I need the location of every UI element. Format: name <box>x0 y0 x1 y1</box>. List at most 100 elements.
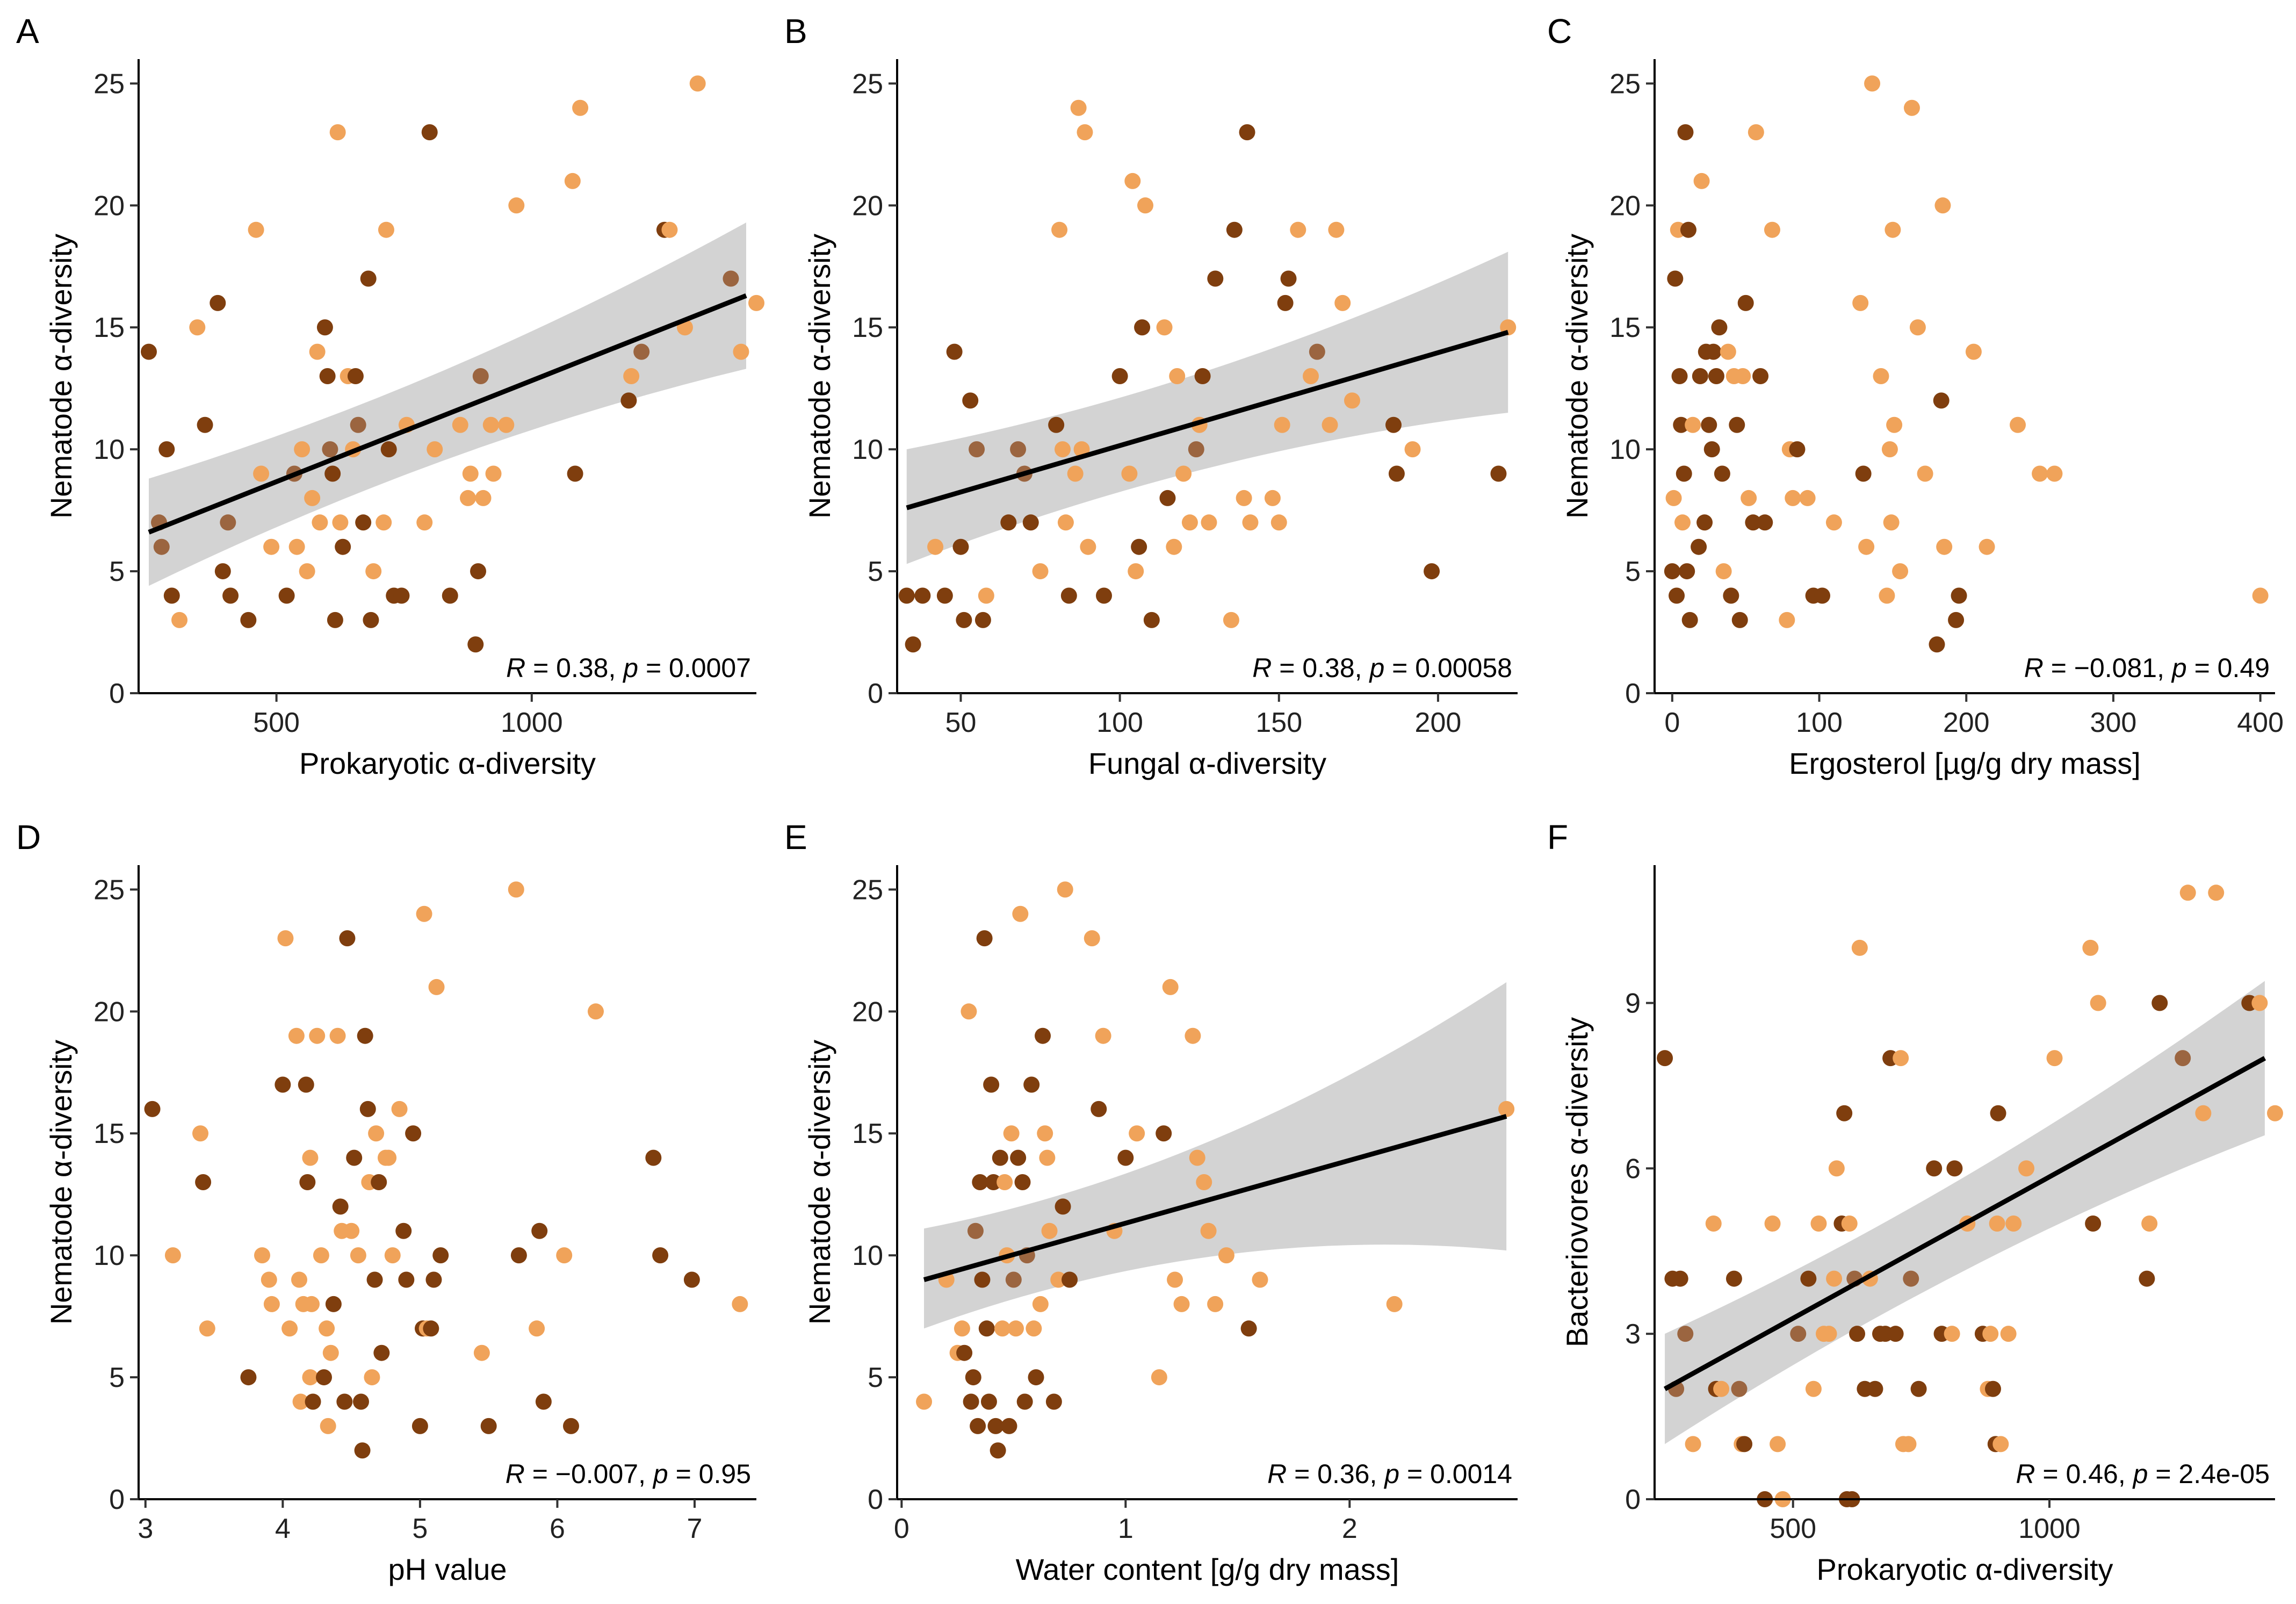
data-point <box>158 441 175 458</box>
data-point <box>298 1076 314 1093</box>
data-point <box>197 416 213 433</box>
fit-line <box>1663 1056 2266 1391</box>
data-point <box>1223 612 1239 628</box>
y-tick-label: 0 <box>1625 678 1641 709</box>
data-point <box>974 1271 991 1288</box>
data-point <box>956 1344 973 1361</box>
data-point <box>1023 1076 1040 1093</box>
data-point <box>278 587 295 604</box>
data-point <box>363 612 379 628</box>
data-point <box>1226 221 1243 238</box>
x-tick-label: 1000 <box>2018 1513 2081 1544</box>
panel-E: E 0 5 10 15 20 25 0 1 2 Water content [g/g dry mas… <box>784 818 1518 1586</box>
data-point <box>214 563 231 580</box>
data-point <box>1764 1215 1781 1232</box>
x-axis-title: Ergosterol [µg/g dry mass] <box>1789 746 2141 780</box>
data-point <box>2000 1326 2017 1342</box>
data-point <box>1725 1270 1742 1287</box>
data-point <box>1048 416 1065 433</box>
data-point <box>1057 514 1074 531</box>
data-point <box>1166 538 1182 555</box>
data-point <box>472 368 489 384</box>
y-tick-label: 10 <box>852 1240 883 1271</box>
correlation-annotation: R = 0.36, p = 0.0014 <box>1267 1459 1512 1489</box>
data-point <box>1200 1222 1217 1239</box>
data-point <box>1883 514 1900 531</box>
data-point <box>1290 221 1306 238</box>
data-point <box>563 1418 579 1434</box>
data-point <box>141 343 157 360</box>
data-point <box>1841 1215 1858 1232</box>
data-point <box>2018 1160 2035 1177</box>
y-tick-label: 20 <box>852 996 883 1027</box>
data-point <box>623 368 640 384</box>
data-point <box>962 392 979 409</box>
x-tick-label: 4 <box>275 1513 291 1544</box>
data-point <box>1039 1149 1056 1166</box>
data-point <box>1864 75 1881 92</box>
data-point <box>1173 1296 1190 1312</box>
data-point <box>1096 587 1112 604</box>
data-point <box>364 1369 380 1386</box>
data-point <box>195 1174 212 1190</box>
data-point <box>1745 514 1761 531</box>
y-tick-label: 5 <box>868 556 883 587</box>
data-point <box>2046 465 2063 482</box>
data-point <box>1881 441 1898 458</box>
data-point <box>1010 441 1027 458</box>
data-point <box>1990 1105 2006 1121</box>
data-point <box>732 1296 748 1312</box>
data-point <box>967 1222 984 1239</box>
x-tick-label: 200 <box>1415 707 1462 738</box>
data-point <box>423 1320 439 1337</box>
data-point <box>462 465 479 482</box>
data-point <box>1821 1326 1837 1342</box>
data-point <box>1322 416 1338 433</box>
y-tick-label: 3 <box>1625 1319 1641 1350</box>
data-point <box>1041 1222 1058 1239</box>
data-point <box>425 1271 442 1288</box>
data-point <box>1676 465 1692 482</box>
data-point <box>2141 1215 2158 1232</box>
data-point <box>319 368 336 384</box>
data-point <box>427 441 443 458</box>
data-point <box>1873 368 1889 384</box>
fit-line <box>148 293 747 535</box>
data-point <box>2151 995 2168 1011</box>
data-point <box>144 1100 161 1117</box>
fit-line <box>906 329 1509 510</box>
data-point <box>354 1442 371 1459</box>
data-point <box>1720 343 1736 360</box>
data-point <box>319 1320 335 1337</box>
data-point <box>1077 124 1093 141</box>
data-point <box>983 1076 1000 1093</box>
correlation-annotation: R = −0.007, p = 0.95 <box>506 1459 751 1489</box>
data-point <box>1879 587 1895 604</box>
data-point <box>1982 1326 1999 1342</box>
data-point <box>1672 1270 1688 1287</box>
data-point <box>1886 416 1903 433</box>
y-tick-label: 10 <box>1609 434 1641 465</box>
data-point <box>373 1344 390 1361</box>
data-point <box>1091 1100 1107 1117</box>
data-point <box>1764 221 1780 238</box>
data-point <box>2046 1050 2063 1067</box>
data-point <box>1729 416 1745 433</box>
data-point <box>1386 1296 1403 1312</box>
data-point <box>171 612 188 628</box>
y-tick-label: 5 <box>109 1362 125 1393</box>
data-point <box>357 1027 373 1044</box>
data-point <box>1757 514 1773 531</box>
y-tick-label: 15 <box>852 312 883 343</box>
data-point <box>508 197 525 214</box>
data-point <box>898 587 915 604</box>
data-point <box>2208 884 2225 901</box>
data-point <box>1404 441 1421 458</box>
data-point <box>1252 1271 1268 1288</box>
data-point <box>220 514 236 531</box>
data-point <box>2082 939 2099 956</box>
data-point <box>1900 1436 1917 1452</box>
y-tick-label: 15 <box>852 1118 883 1149</box>
data-point <box>1826 1270 1843 1287</box>
data-point <box>288 538 305 555</box>
